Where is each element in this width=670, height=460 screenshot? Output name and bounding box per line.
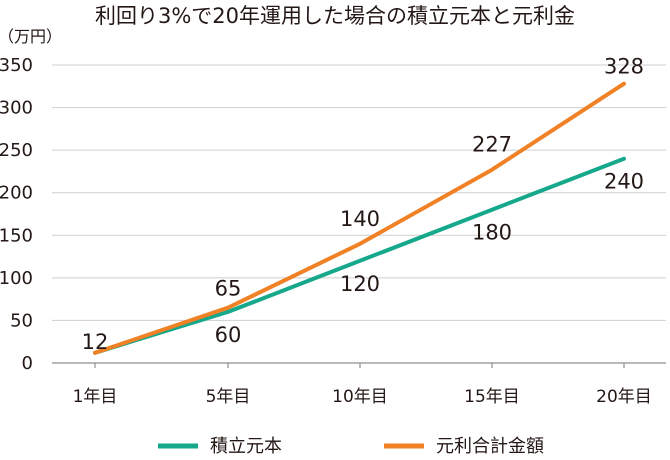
series-line-total xyxy=(93,81,626,355)
legend: 積立元本 元利合計金額 xyxy=(158,436,544,457)
x-tick-label: 15年目 xyxy=(464,387,520,407)
data-label: 12 xyxy=(82,330,109,354)
series-line-principal xyxy=(93,156,626,355)
x-axis-ticks: 1年目 5年目 10年目 15年目 20年目 xyxy=(73,363,652,407)
y-tick-label: 200 xyxy=(0,183,33,204)
data-label: 240 xyxy=(604,170,644,194)
data-labels: 60 120 180 240 12 65 140 227 328 xyxy=(82,55,644,354)
legend-label: 積立元本 xyxy=(210,436,282,457)
data-label: 120 xyxy=(340,272,380,296)
chart-title: 利回り3%で20年運用した場合の積立元本と元利金 xyxy=(95,4,575,28)
x-tick-label: 1年目 xyxy=(73,387,118,407)
y-tick-label: 150 xyxy=(0,225,33,246)
y-tick-label: 0 xyxy=(22,353,33,374)
y-axis-unit: （万円） xyxy=(0,27,62,46)
data-label: 180 xyxy=(472,221,512,245)
y-tick-label: 300 xyxy=(0,98,33,119)
gridlines xyxy=(52,64,666,364)
data-label: 60 xyxy=(215,323,242,347)
y-tick-label: 250 xyxy=(0,140,33,161)
x-tick-label: 5年目 xyxy=(206,387,251,407)
y-tick-label: 100 xyxy=(0,268,33,289)
y-axis-ticks: 0 50 100 150 200 250 300 350 xyxy=(0,55,33,374)
x-tick-label: 20年目 xyxy=(596,387,652,407)
x-tick-label: 10年目 xyxy=(332,387,388,407)
y-tick-label: 50 xyxy=(10,310,33,331)
data-label: 227 xyxy=(472,133,512,157)
series-lines xyxy=(93,81,626,355)
y-tick-label: 350 xyxy=(0,55,33,76)
data-label: 65 xyxy=(215,277,242,301)
data-label: 140 xyxy=(340,207,380,231)
data-label: 328 xyxy=(604,55,644,79)
legend-label: 元利合計金額 xyxy=(436,436,544,457)
